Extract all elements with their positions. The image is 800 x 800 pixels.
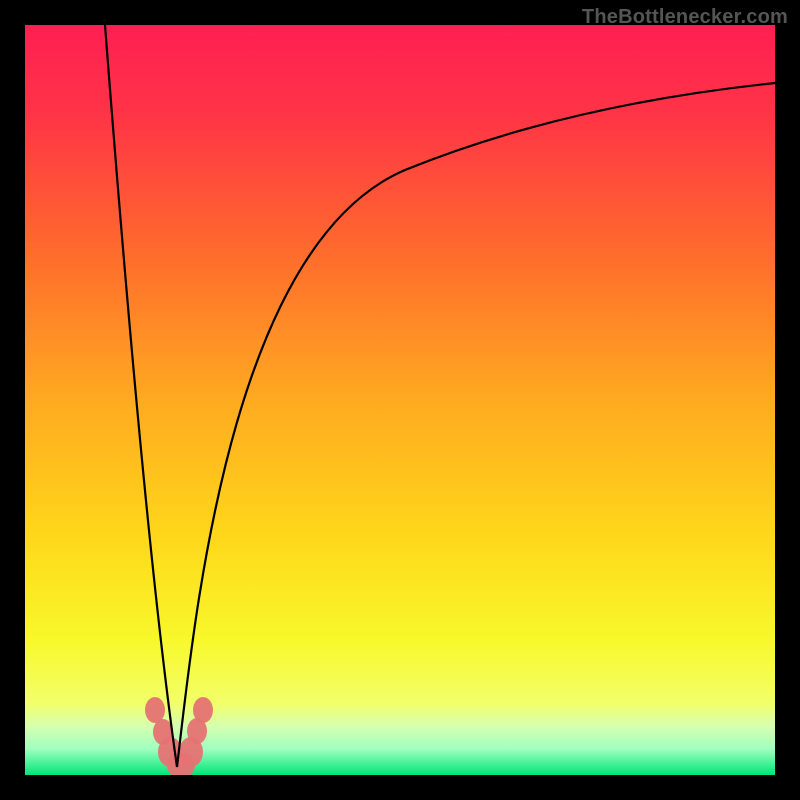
- attention-markers: [145, 697, 213, 775]
- chart-frame: TheBottlenecker.com: [0, 0, 800, 800]
- bottleneck-curve: [105, 25, 775, 767]
- plot-area: [25, 25, 775, 775]
- curve-layer: [25, 25, 775, 775]
- watermark-text: TheBottlenecker.com: [582, 6, 788, 29]
